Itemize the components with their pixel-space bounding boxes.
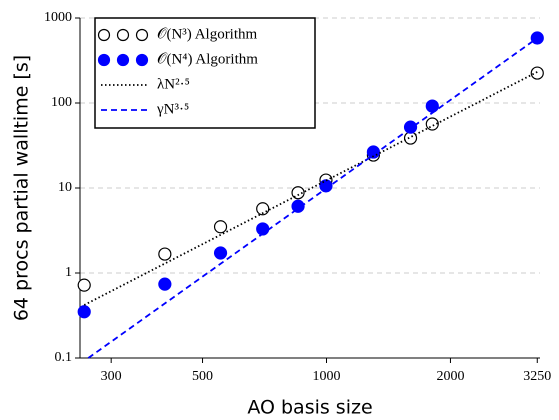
legend-marker: [135, 28, 149, 42]
legend-label: λN²·⁵: [157, 76, 190, 92]
legend-marker: [135, 53, 149, 67]
legend-marker: [116, 53, 130, 67]
fit-line: [83, 71, 538, 306]
y-tick-label: 100: [51, 95, 72, 110]
marker: [319, 179, 333, 193]
marker: [425, 99, 439, 113]
marker: [403, 131, 418, 145]
marker: [158, 247, 172, 261]
fit-line: [87, 37, 538, 359]
y-tick-label: 1000: [44, 10, 72, 25]
marker: [77, 278, 91, 292]
marker: [158, 277, 172, 291]
x-tick-label: 2000: [436, 369, 464, 384]
x-tick-label: 300: [101, 369, 122, 384]
y-axis-label: 64 procs partial walltime [s]: [11, 55, 33, 321]
marker: [213, 246, 228, 260]
legend-marker: [97, 53, 111, 67]
legend-marker: [97, 28, 111, 42]
marker: [213, 220, 228, 234]
x-tick-label: 3250: [523, 369, 551, 384]
legend-label: γN³·⁵: [156, 101, 189, 117]
x-axis-label: AO basis size: [247, 397, 372, 419]
x-tick-label: 500: [192, 369, 213, 384]
legend-label: 𝒪(N³) Algorithm: [157, 26, 258, 42]
x-tick-label: 1000: [312, 369, 340, 384]
y-tick-label: 0.1: [55, 350, 73, 365]
marker: [530, 66, 544, 80]
legend-label: 𝒪(N⁴) Algorithm: [157, 51, 258, 67]
marker: [530, 31, 544, 45]
marker: [291, 199, 305, 213]
y-tick-label: 1: [65, 265, 72, 280]
marker: [77, 305, 91, 319]
y-tick-label: 10: [58, 180, 72, 195]
legend-marker: [116, 28, 130, 42]
